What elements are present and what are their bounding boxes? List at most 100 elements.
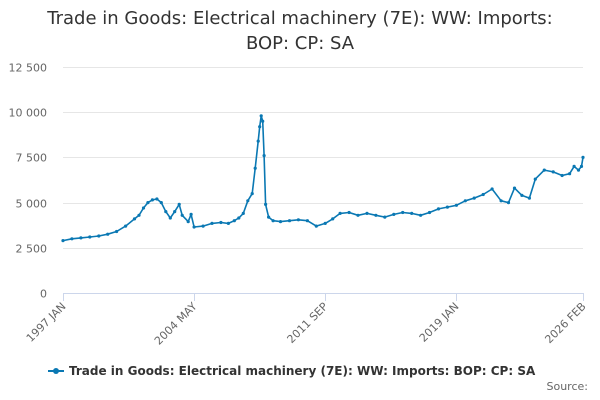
data-point-0-48[interactable]: [338, 211, 342, 215]
data-point-0-17[interactable]: [173, 210, 177, 214]
data-point-0-31[interactable]: [250, 192, 254, 196]
data-point-0-7[interactable]: [124, 224, 128, 228]
data-point-0-36[interactable]: [261, 119, 265, 123]
x-tick-label-4: 2026 FEB: [542, 300, 588, 346]
data-point-0-33[interactable]: [256, 139, 260, 143]
data-point-0-44[interactable]: [305, 219, 309, 223]
data-point-0-3[interactable]: [88, 235, 92, 239]
data-point-0-51[interactable]: [365, 211, 369, 215]
data-point-0-49[interactable]: [347, 210, 351, 215]
data-point-0-60[interactable]: [445, 205, 449, 209]
legend-series-icon: [48, 365, 64, 377]
data-point-0-63[interactable]: [472, 196, 476, 200]
data-point-0-24[interactable]: [210, 221, 214, 225]
x-tick-label-3: 2019 JAN: [417, 300, 462, 345]
data-point-0-55[interactable]: [401, 210, 405, 215]
data-point-0-50[interactable]: [356, 213, 360, 217]
y-tick-label-2: 5 000: [16, 198, 48, 211]
data-point-0-52[interactable]: [374, 213, 378, 217]
data-point-0-38[interactable]: [264, 202, 268, 206]
data-point-0-16[interactable]: [168, 216, 172, 220]
data-point-0-18[interactable]: [177, 202, 181, 206]
data-point-0-9[interactable]: [137, 213, 141, 217]
data-point-0-19[interactable]: [180, 213, 184, 217]
data-point-0-74[interactable]: [560, 173, 564, 178]
gridlines: [63, 67, 583, 294]
data-point-0-14[interactable]: [159, 201, 163, 205]
data-point-0-54[interactable]: [392, 212, 396, 216]
legend[interactable]: Trade in Goods: Electrical machinery (7E…: [48, 364, 535, 378]
y-tick-label-0: 0: [40, 288, 47, 301]
data-point-0-45[interactable]: [314, 224, 318, 228]
data-point-0-47[interactable]: [331, 217, 335, 221]
y-tick-label-1: 2 500: [16, 243, 48, 256]
data-point-0-61[interactable]: [454, 203, 458, 207]
data-point-0-57[interactable]: [419, 213, 423, 217]
data-point-0-71[interactable]: [533, 177, 537, 181]
data-point-0-39[interactable]: [267, 215, 271, 219]
data-point-0-62[interactable]: [463, 199, 467, 203]
data-point-0-40[interactable]: [271, 219, 275, 223]
data-point-0-6[interactable]: [115, 229, 119, 234]
data-point-0-0[interactable]: [61, 239, 65, 243]
data-point-0-26[interactable]: [226, 221, 230, 225]
data-point-0-78[interactable]: [579, 164, 584, 168]
data-point-0-73[interactable]: [551, 170, 555, 174]
data-point-0-11[interactable]: [146, 201, 150, 205]
data-point-0-12[interactable]: [150, 198, 154, 202]
data-point-0-27[interactable]: [232, 219, 236, 223]
chart-title-line-2: BOP: CP: SA: [245, 33, 355, 54]
y-tick-label-3: 7 500: [16, 152, 48, 165]
data-point-0-70[interactable]: [527, 196, 532, 200]
x-axis: 1997 JAN 2004 MAY 2011 SEP 2019 JAN 2026 FEB: [24, 293, 589, 348]
data-point-0-56[interactable]: [410, 211, 414, 215]
data-point-0-28[interactable]: [237, 216, 241, 220]
data-point-0-29[interactable]: [241, 211, 245, 215]
chart-title: Trade in Goods: Electrical machinery (7E…: [20, 6, 580, 56]
data-point-0-42[interactable]: [287, 219, 292, 223]
data-point-0-35[interactable]: [259, 114, 263, 118]
data-point-0-68[interactable]: [512, 186, 517, 190]
data-point-0-4[interactable]: [97, 234, 101, 238]
data-point-0-72[interactable]: [542, 168, 546, 172]
data-point-0-13[interactable]: [155, 197, 159, 201]
data-point-0-37[interactable]: [262, 154, 266, 158]
data-point-0-5[interactable]: [106, 232, 110, 236]
data-point-0-64[interactable]: [481, 192, 485, 197]
data-point-0-58[interactable]: [427, 210, 432, 215]
data-point-0-79[interactable]: [581, 155, 585, 159]
data-point-0-53[interactable]: [383, 215, 387, 219]
data-point-0-66[interactable]: [499, 199, 503, 203]
x-tick-label-1: 2004 MAY: [152, 300, 200, 348]
x-tick-label-2: 2011 SEP: [285, 300, 331, 346]
data-point-0-34[interactable]: [258, 125, 262, 129]
data-point-0-23[interactable]: [201, 224, 205, 228]
data-point-0-32[interactable]: [253, 166, 257, 170]
data-point-0-59[interactable]: [436, 207, 441, 211]
y-tick-label-4: 10 000: [9, 107, 48, 120]
legend-series-label: Trade in Goods: Electrical machinery (7E…: [69, 364, 536, 378]
data-point-0-69[interactable]: [520, 193, 524, 197]
data-point-0-1[interactable]: [70, 237, 74, 241]
data-point-0-30[interactable]: [246, 199, 250, 203]
data-point-0-41[interactable]: [278, 220, 283, 224]
data-series: [61, 114, 585, 243]
data-point-0-8[interactable]: [132, 217, 137, 221]
data-point-0-20[interactable]: [186, 220, 190, 224]
data-point-0-76[interactable]: [572, 164, 576, 168]
data-point-0-75[interactable]: [568, 172, 572, 176]
data-point-0-46[interactable]: [323, 221, 327, 225]
data-point-0-77[interactable]: [576, 168, 581, 172]
data-point-0-22[interactable]: [192, 225, 196, 229]
data-point-0-65[interactable]: [490, 187, 494, 191]
data-point-0-43[interactable]: [296, 218, 300, 222]
chart-title-line-1: Trade in Goods: Electrical machinery (7E…: [47, 8, 553, 29]
source-label: Source:: [546, 380, 589, 393]
data-point-0-15[interactable]: [164, 210, 168, 214]
data-point-0-67[interactable]: [506, 201, 511, 205]
data-point-0-2[interactable]: [79, 236, 83, 240]
data-point-0-10[interactable]: [141, 206, 146, 210]
data-point-0-21[interactable]: [189, 212, 193, 216]
data-point-0-25[interactable]: [219, 220, 223, 225]
